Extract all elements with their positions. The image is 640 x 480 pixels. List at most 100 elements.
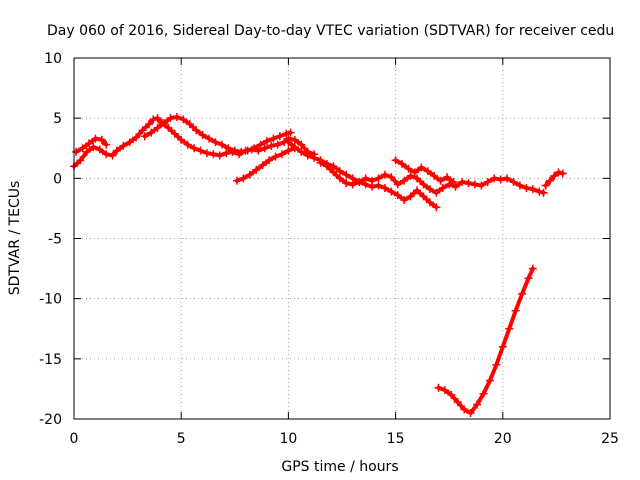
data-point-marker [260, 144, 269, 153]
x-tick-label: 20 [494, 431, 512, 447]
data-point-marker [423, 167, 432, 176]
data-point-marker [284, 138, 293, 147]
data-point-marker [430, 171, 439, 180]
data-point-marker [503, 174, 512, 183]
data-point-marker [282, 129, 291, 138]
x-tick-label: 10 [279, 431, 297, 447]
data-point-marker [342, 179, 351, 188]
data-point-marker [271, 152, 280, 161]
data-point-marker [438, 183, 447, 192]
series-track-5 [284, 138, 548, 197]
data-point-marker [215, 151, 224, 160]
x-tick-label: 0 [70, 431, 79, 447]
data-point-marker [458, 177, 467, 186]
series-band [436, 266, 535, 415]
data-point-marker [355, 177, 364, 186]
data-point-marker [425, 185, 434, 194]
data-point-marker [250, 144, 259, 153]
data-point-marker [179, 115, 188, 124]
data-point-marker [256, 140, 265, 149]
data-point-marker [528, 185, 537, 194]
data-point-marker [541, 181, 550, 190]
series-band [234, 146, 297, 183]
data-point-marker [406, 171, 415, 180]
data-point-marker [550, 171, 559, 180]
data-point-marker [535, 187, 544, 196]
data-point-marker [524, 274, 533, 283]
data-point-marker [447, 390, 456, 399]
y-axis-label: SDTVAR / TECUs [7, 181, 23, 296]
data-point-marker [145, 120, 154, 129]
data-point-marker [434, 383, 443, 392]
y-tick-label: 10 [44, 51, 62, 67]
data-point-marker [198, 131, 207, 140]
data-point-marker [473, 400, 482, 409]
data-point-marker [275, 132, 284, 141]
x-tick-label: 25 [601, 431, 619, 447]
data-point-marker [190, 144, 199, 153]
data-point-marker [140, 132, 149, 141]
data-point-marker [177, 135, 186, 144]
data-point-marker [404, 164, 413, 173]
data-point-marker [273, 140, 282, 149]
data-point-marker [558, 169, 567, 178]
y-tick-label: -15 [39, 352, 62, 368]
data-point-marker [419, 192, 428, 201]
series-track-9 [541, 168, 567, 190]
data-point-marker [286, 128, 295, 137]
data-point-marker [239, 174, 248, 183]
x-axis: 0 5 10 15 20 25 [70, 58, 619, 447]
data-point-marker [440, 386, 449, 395]
data-point-marker [224, 144, 233, 153]
data-point-marker [335, 174, 344, 183]
data-point-marker [342, 170, 351, 179]
data-point-marker [85, 139, 94, 148]
x-tick-label: 5 [177, 431, 186, 447]
data-point-marker [202, 149, 211, 158]
data-point-marker [297, 140, 306, 149]
data-point-marker [449, 177, 458, 186]
data-point-marker [316, 158, 325, 167]
data-point-marker [545, 176, 554, 185]
series-track-4 [232, 144, 299, 185]
data-point-marker [232, 176, 241, 185]
data-point-marker [393, 191, 402, 200]
data-point-marker [368, 182, 377, 191]
data-point-marker [119, 141, 128, 150]
data-point-marker [466, 408, 475, 417]
data-point-marker [380, 170, 389, 179]
data-point-marker [464, 179, 473, 188]
data-point-marker [380, 183, 389, 192]
data-point-marker [108, 151, 117, 160]
data-point-marker [230, 146, 239, 155]
data-point-marker [310, 153, 319, 162]
data-point-marker [492, 360, 501, 369]
data-point-marker [125, 138, 134, 147]
data-point-marker [470, 180, 479, 189]
data-point-marker [267, 141, 276, 150]
data-point-marker [518, 289, 527, 298]
data-point-marker [451, 182, 460, 191]
data-point-marker [477, 181, 486, 190]
data-point-marker [329, 168, 338, 177]
data-point-marker [393, 180, 402, 189]
chart-title: Day 060 of 2016, Sidereal Day-to-day VTE… [47, 23, 614, 39]
data-point-marker [102, 150, 111, 159]
data-point-marker [102, 140, 111, 149]
data-point-marker [335, 167, 344, 176]
data-point-marker [400, 176, 409, 185]
data-point-marker [432, 188, 441, 197]
data-point-marker [243, 146, 252, 155]
series-track-2 [72, 134, 111, 156]
data-point-marker [413, 174, 422, 183]
data-point-marker [490, 174, 499, 183]
data-point-marker [445, 180, 454, 189]
data-point-marker [252, 165, 261, 174]
data-point-marker [387, 187, 396, 196]
data-point-marker [498, 342, 507, 351]
data-point-marker [262, 137, 271, 146]
data-point-marker [78, 144, 87, 153]
x-axis-label: GPS time / hours [281, 459, 398, 475]
data-series [70, 112, 567, 417]
